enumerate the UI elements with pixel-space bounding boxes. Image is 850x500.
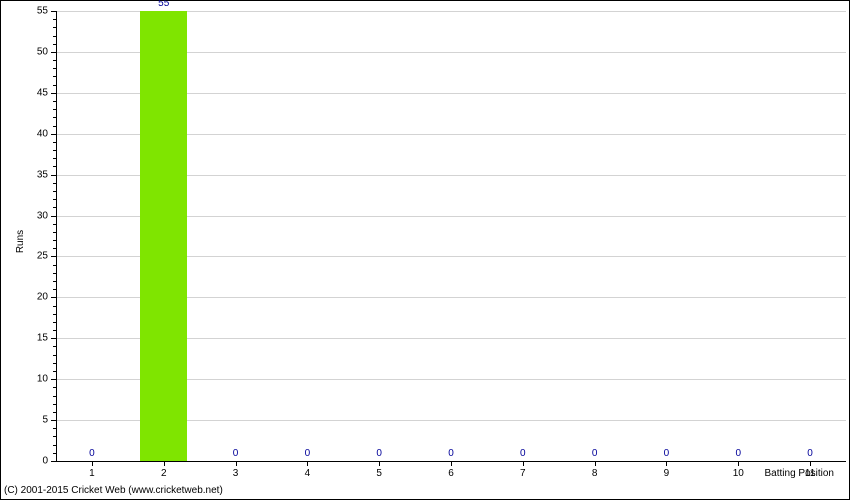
y-axis-label: Runs <box>15 230 26 253</box>
x-tick-label: 8 <box>592 468 598 479</box>
value-label: 0 <box>89 448 95 459</box>
x-tick <box>523 461 524 466</box>
y-tick-label: 0 <box>28 456 48 467</box>
value-label: 0 <box>520 448 526 459</box>
y-tick-label: 50 <box>28 46 48 57</box>
y-axis-line <box>56 11 57 461</box>
x-tick-label: 6 <box>448 468 454 479</box>
x-tick <box>810 461 811 466</box>
x-tick <box>92 461 93 466</box>
copyright-text: (C) 2001-2015 Cricket Web (www.cricketwe… <box>4 485 223 496</box>
value-label: 0 <box>807 448 813 459</box>
x-tick-label: 7 <box>520 468 526 479</box>
y-tick-label: 45 <box>28 87 48 98</box>
y-tick-label: 20 <box>28 292 48 303</box>
x-tick <box>738 461 739 466</box>
x-tick <box>307 461 308 466</box>
x-tick-label: 10 <box>733 468 744 479</box>
value-label: 0 <box>376 448 382 459</box>
y-tick-label: 15 <box>28 333 48 344</box>
bar <box>140 11 187 461</box>
y-tick-label: 10 <box>28 374 48 385</box>
x-tick-label: 2 <box>161 468 167 479</box>
y-tick-label: 55 <box>28 6 48 17</box>
value-label: 0 <box>305 448 311 459</box>
y-tick-label: 30 <box>28 210 48 221</box>
x-tick <box>595 461 596 466</box>
y-tick-label: 35 <box>28 169 48 180</box>
value-label: 0 <box>592 448 598 459</box>
value-label: 0 <box>448 448 454 459</box>
value-label: 0 <box>233 448 239 459</box>
x-tick <box>379 461 380 466</box>
x-tick-label: 3 <box>233 468 239 479</box>
x-tick-label: 1 <box>89 468 95 479</box>
value-label: 0 <box>664 448 670 459</box>
x-axis-label: Batting Position <box>765 468 835 479</box>
x-tick-label: 5 <box>376 468 382 479</box>
x-tick-label: 9 <box>664 468 670 479</box>
x-tick-label: 4 <box>305 468 311 479</box>
y-tick-label: 40 <box>28 128 48 139</box>
x-tick <box>451 461 452 466</box>
x-tick <box>666 461 667 466</box>
value-label: 55 <box>158 0 169 9</box>
x-tick <box>164 461 165 466</box>
y-tick-label: 25 <box>28 251 48 262</box>
y-tick-label: 5 <box>28 415 48 426</box>
x-tick-label: 11 <box>805 468 815 479</box>
chart-container: Runs Batting Position (C) 2001-2015 Cric… <box>0 0 850 500</box>
x-tick <box>236 461 237 466</box>
value-label: 0 <box>735 448 741 459</box>
